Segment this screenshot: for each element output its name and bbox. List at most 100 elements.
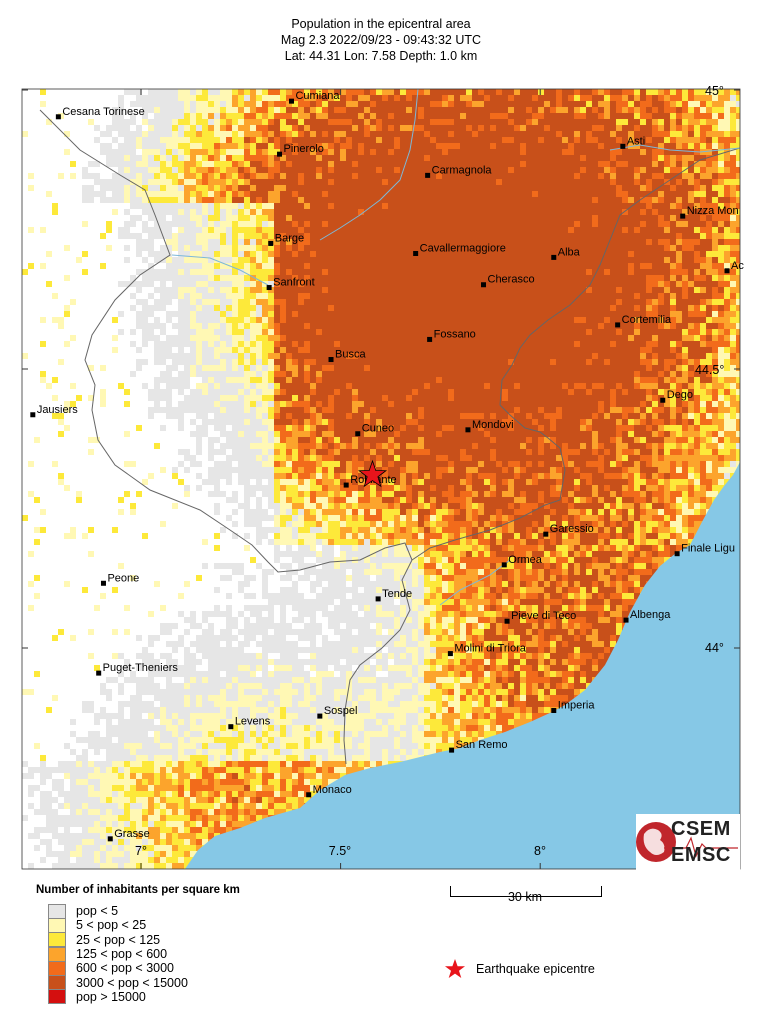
population-cell <box>490 149 496 155</box>
population-cell <box>622 227 628 233</box>
population-cell <box>652 221 658 227</box>
population-cell <box>550 353 556 359</box>
population-cell <box>526 275 532 281</box>
population-cell <box>640 359 646 365</box>
population-cell <box>502 299 508 305</box>
population-cell <box>298 239 304 245</box>
population-cell <box>520 323 526 329</box>
population-cell <box>640 281 646 287</box>
population-cell <box>334 161 340 167</box>
population-cell <box>508 143 514 149</box>
population-cell <box>592 143 598 149</box>
population-cell <box>688 161 694 167</box>
population-cell <box>52 209 58 215</box>
population-cell <box>580 215 586 221</box>
population-cell <box>412 299 418 305</box>
population-cell <box>460 365 466 371</box>
population-cell <box>730 317 736 323</box>
population-cell <box>322 347 328 353</box>
population-cell <box>262 179 268 185</box>
population-cell <box>112 149 118 155</box>
population-cell <box>418 191 424 197</box>
population-cell <box>718 353 724 359</box>
population-cell <box>352 353 358 359</box>
population-cell <box>508 137 514 143</box>
population-cell <box>604 95 610 101</box>
population-cell <box>382 143 388 149</box>
population-cell <box>394 239 400 245</box>
population-cell <box>376 149 382 155</box>
population-cell <box>520 155 526 161</box>
population-cell <box>556 209 562 215</box>
population-cell <box>208 281 214 287</box>
population-cell <box>538 143 544 149</box>
population-cell <box>568 125 574 131</box>
population-cell <box>604 137 610 143</box>
population-cell <box>460 209 466 215</box>
population-cell <box>424 335 430 341</box>
population-cell <box>688 311 694 317</box>
population-cell <box>148 173 154 179</box>
population-cell <box>358 197 364 203</box>
population-cell <box>244 335 250 341</box>
population-cell <box>496 299 502 305</box>
population-cell <box>316 227 322 233</box>
population-cell <box>646 245 652 251</box>
population-cell <box>484 185 490 191</box>
population-cell <box>502 239 508 245</box>
population-cell <box>298 299 304 305</box>
population-cell <box>550 317 556 323</box>
population-cell <box>430 179 436 185</box>
population-cell <box>130 101 136 107</box>
population-cell <box>706 293 712 299</box>
population-cell <box>190 227 196 233</box>
population-cell <box>190 257 196 263</box>
population-cell <box>322 119 328 125</box>
population-cell <box>520 191 526 197</box>
population-cell <box>424 299 430 305</box>
population-cell <box>676 161 682 167</box>
population-cell <box>154 353 160 359</box>
population-cell <box>322 299 328 305</box>
population-cell <box>484 101 490 107</box>
population-cell <box>412 227 418 233</box>
population-cell <box>316 143 322 149</box>
population-cell <box>298 179 304 185</box>
population-cell <box>628 101 634 107</box>
population-cell <box>220 287 226 293</box>
population-cell <box>478 155 484 161</box>
population-cell <box>616 227 622 233</box>
population-cell <box>538 179 544 185</box>
population-cell <box>232 281 238 287</box>
population-cell <box>112 335 118 341</box>
population-cell <box>232 125 238 131</box>
population-cell <box>616 89 622 95</box>
population-cell <box>364 353 370 359</box>
population-cell <box>412 287 418 293</box>
population-cell <box>358 347 364 353</box>
population-cell <box>526 299 532 305</box>
population-cell <box>664 371 670 377</box>
population-cell <box>598 269 604 275</box>
population-cell <box>514 323 520 329</box>
population-cell <box>430 125 436 131</box>
population-cell <box>496 131 502 137</box>
population-cell <box>712 257 718 263</box>
population-cell <box>400 275 406 281</box>
population-cell <box>184 269 190 275</box>
population-cell <box>412 353 418 359</box>
population-cell <box>568 353 574 359</box>
population-cell <box>556 143 562 149</box>
population-cell <box>634 197 640 203</box>
population-cell <box>448 371 454 377</box>
population-cell <box>208 131 214 137</box>
population-cell <box>640 335 646 341</box>
population-cell <box>652 311 658 317</box>
population-cell <box>454 179 460 185</box>
population-cell <box>394 101 400 107</box>
population-cell <box>694 263 700 269</box>
population-cell <box>400 233 406 239</box>
population-cell <box>568 371 574 377</box>
population-cell <box>616 203 622 209</box>
